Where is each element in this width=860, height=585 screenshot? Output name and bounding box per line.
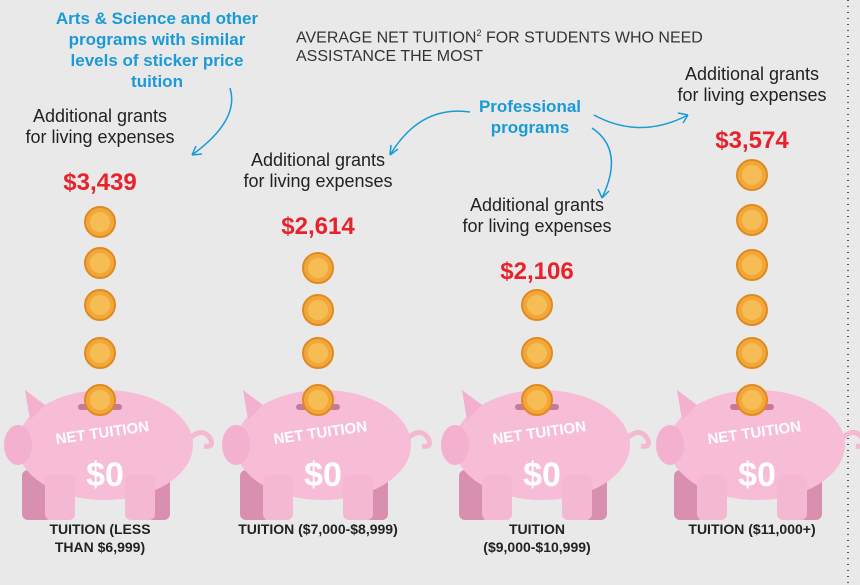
coin-inner	[742, 255, 762, 275]
pig-tail	[186, 430, 214, 449]
pig-leg	[482, 475, 512, 520]
pig-leg	[777, 475, 807, 520]
arts-note: Arts & Science and other programs with s…	[55, 9, 259, 91]
pig-body	[17, 390, 193, 500]
piggy-amount: $0	[86, 456, 124, 494]
pig-body	[669, 390, 845, 500]
professional-note: Professional programs	[478, 97, 582, 137]
pig-leg	[343, 475, 373, 520]
piggy-bank	[4, 390, 214, 520]
coin-inner	[90, 343, 110, 363]
coin-inner	[527, 295, 547, 315]
arrow	[591, 127, 613, 199]
pig-ear	[243, 390, 263, 420]
coin-inner	[742, 390, 762, 410]
coin-inner	[527, 390, 547, 410]
pig-leg	[562, 475, 592, 520]
piggy-amount: $0	[523, 456, 561, 494]
tuition-label: TUITION ($7,000-$8,999)	[238, 521, 398, 537]
title: AVERAGE NET TUITION2 FOR STUDENTS WHO NE…	[296, 28, 703, 66]
pig-snout	[222, 425, 250, 465]
pig-body	[454, 390, 630, 500]
coin-inner	[90, 295, 110, 315]
arrowhead	[677, 112, 689, 124]
pig-snout	[656, 425, 684, 465]
grant-heading: Additional grants for living expenses	[25, 106, 175, 147]
grant-amount: $3,574	[715, 127, 789, 154]
pig-leg	[125, 475, 155, 520]
tuition-label: TUITION ($9,000-$10,999)	[483, 521, 591, 555]
coin-inner	[308, 390, 328, 410]
grant-heading: Additional grants for living expenses	[462, 195, 612, 236]
pig-snout	[441, 425, 469, 465]
coin-inner	[742, 210, 762, 230]
coin-inner	[90, 212, 110, 232]
piggy-bank	[441, 390, 651, 520]
pig-ear	[677, 390, 697, 420]
coin-inner	[742, 165, 762, 185]
pig-snout	[4, 425, 32, 465]
coin-inner	[308, 343, 328, 363]
pig-tail	[623, 430, 651, 449]
pig-tail	[838, 430, 860, 449]
pig-ear	[462, 390, 482, 420]
pig-body	[235, 390, 411, 500]
pig-ear	[25, 390, 45, 420]
grant-heading: Additional grants for living expenses	[677, 64, 827, 105]
arrow	[191, 87, 233, 156]
pig-leg	[263, 475, 293, 520]
arrowhead	[389, 144, 399, 156]
coin-inner	[308, 258, 328, 278]
piggy-bank	[222, 390, 432, 520]
grant-amount: $2,106	[500, 258, 574, 285]
grant-heading: Additional grants for living expenses	[243, 150, 393, 191]
coin-inner	[308, 300, 328, 320]
arrowhead	[597, 188, 610, 199]
pig-leg	[697, 475, 727, 520]
arrowhead	[191, 145, 203, 156]
coin-inner	[90, 390, 110, 410]
grant-amount: $3,439	[63, 169, 137, 196]
coin-inner	[742, 300, 762, 320]
pig-tail	[404, 430, 432, 449]
piggy-amount: $0	[738, 456, 776, 494]
arrow	[389, 110, 471, 156]
tuition-label: TUITION ($11,000+)	[688, 521, 816, 537]
arrow	[593, 114, 689, 129]
coin-inner	[527, 343, 547, 363]
pig-leg	[45, 475, 75, 520]
grant-amount: $2,614	[281, 213, 355, 240]
coin-inner	[742, 343, 762, 363]
coin-inner	[90, 253, 110, 273]
piggy-amount: $0	[304, 456, 342, 494]
tuition-label: TUITION (LESS THAN $6,999)	[49, 521, 151, 555]
